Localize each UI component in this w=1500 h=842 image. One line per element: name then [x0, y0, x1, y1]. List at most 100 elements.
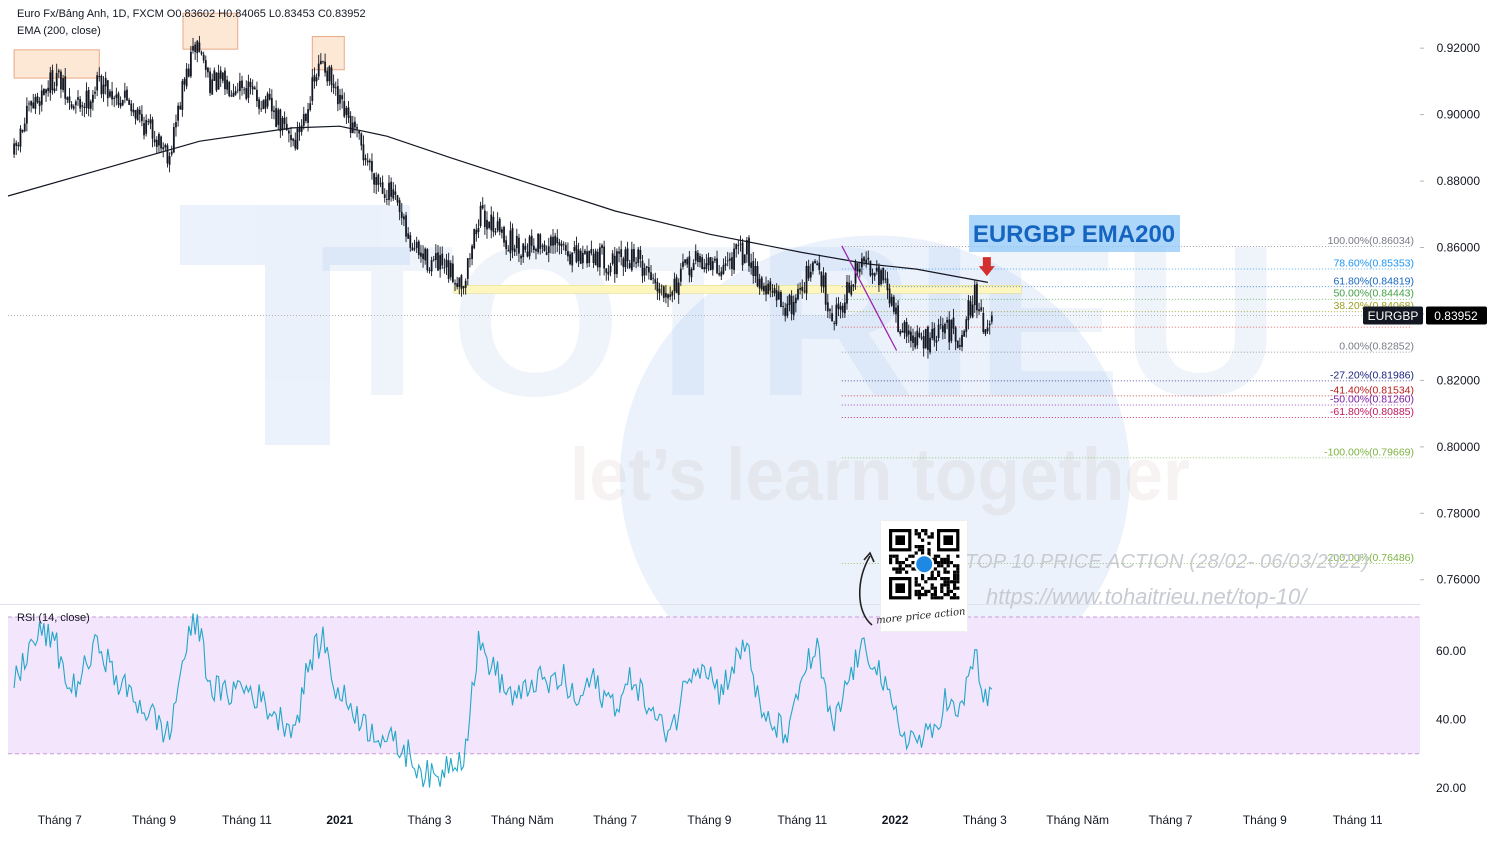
qr-module	[911, 554, 915, 558]
candle-body	[618, 251, 620, 254]
qr-module	[917, 583, 921, 587]
candle-body	[38, 101, 41, 107]
candle-body	[562, 243, 565, 245]
qr-module	[921, 573, 925, 577]
rsi-indicator-label[interactable]: RSI (14, close)	[17, 612, 90, 624]
candle-body	[104, 77, 107, 87]
candle-body	[143, 123, 145, 136]
candle-body	[571, 252, 574, 266]
candle-body	[160, 136, 162, 149]
rsi-y-tick-label: 60.00	[1436, 644, 1466, 658]
candle-body	[153, 139, 156, 143]
qr-module	[917, 589, 921, 593]
candle-body	[96, 75, 99, 91]
qr-module	[895, 554, 899, 558]
candle-body	[109, 91, 111, 97]
candle-body	[754, 266, 757, 276]
qr-module	[943, 561, 947, 565]
candle-body	[111, 91, 113, 100]
candle-body	[126, 89, 128, 101]
candle-body	[198, 42, 201, 52]
candle-body	[328, 66, 331, 82]
candle-body	[635, 262, 637, 264]
candle-body	[362, 144, 365, 161]
candle-body	[345, 107, 348, 115]
candle-body	[238, 80, 241, 92]
candle-body	[149, 119, 152, 124]
qr-module	[953, 583, 957, 587]
pane-separator[interactable]	[0, 604, 1420, 605]
qr-module	[943, 593, 947, 597]
candle-body	[72, 106, 75, 109]
candle-body	[929, 337, 931, 353]
qr-module	[937, 570, 941, 574]
candle-body	[445, 259, 448, 268]
candle-body	[530, 235, 533, 246]
candle-body	[275, 108, 277, 127]
candle-body	[707, 257, 710, 266]
candle-body	[750, 262, 753, 268]
x-tick-label: Tháng 3	[407, 813, 451, 827]
candle-body	[963, 331, 966, 337]
candle-body	[136, 108, 139, 121]
candle-body	[920, 337, 923, 339]
candle-body	[967, 299, 970, 321]
candle-body	[428, 269, 431, 271]
y-tick-label: 0.90000	[1437, 108, 1481, 122]
candle-body	[645, 266, 648, 268]
candle-body	[196, 40, 199, 54]
promo-link[interactable]: https://www.tohaitrieu.net/top-10/	[986, 584, 1307, 609]
candle-body	[94, 91, 96, 94]
candle-body	[639, 249, 642, 260]
candle-body	[511, 228, 514, 251]
candle-body	[315, 77, 318, 82]
candle-body	[922, 336, 925, 349]
candle-body	[181, 81, 184, 110]
candle-body	[950, 319, 953, 341]
candle-body	[901, 330, 904, 333]
candle-body	[816, 263, 819, 266]
candle-body	[956, 340, 959, 348]
candle-body	[905, 322, 908, 337]
candle-body	[673, 278, 676, 292]
qr-module	[927, 535, 931, 539]
candle-body	[283, 117, 286, 124]
fib-level-label: -200.00%(0.76486)	[1324, 552, 1414, 564]
qr-module	[917, 596, 921, 600]
last-price-label: 0.83952	[1434, 309, 1478, 323]
candle-body	[498, 218, 501, 232]
candle-body	[756, 265, 759, 287]
candle-body	[658, 288, 661, 294]
y-tick-label: 0.92000	[1437, 41, 1481, 55]
candle-body	[243, 89, 246, 91]
candle-body	[298, 126, 301, 132]
candle-body	[300, 125, 303, 132]
candle-body	[684, 259, 686, 263]
qr-code-card[interactable]	[880, 520, 968, 632]
candle-body	[400, 211, 403, 218]
qr-module	[943, 557, 947, 561]
candle-body	[326, 70, 329, 82]
qr-module	[927, 551, 931, 555]
ema-indicator-label[interactable]: EMA (200, close)	[17, 25, 101, 37]
x-tick-label: Tháng 11	[777, 813, 827, 827]
candle-body	[47, 87, 50, 92]
candle-body	[581, 252, 584, 264]
candle-body	[743, 254, 746, 264]
candle-body	[375, 176, 378, 185]
candle-body	[763, 285, 765, 292]
candle-body	[937, 324, 940, 339]
candle-body	[55, 72, 58, 87]
qr-module	[956, 554, 960, 558]
candle-body	[371, 161, 373, 172]
qr-module	[917, 535, 921, 539]
candle-body	[417, 241, 420, 256]
candle-body	[358, 131, 361, 134]
candle-body	[549, 236, 552, 246]
fib-level-label: -27.20%(0.81986)	[1330, 369, 1414, 381]
candle-body	[818, 262, 821, 270]
qr-module	[949, 561, 953, 565]
candle-body	[771, 291, 774, 293]
candle-body	[409, 235, 412, 248]
candle-body	[260, 108, 263, 110]
